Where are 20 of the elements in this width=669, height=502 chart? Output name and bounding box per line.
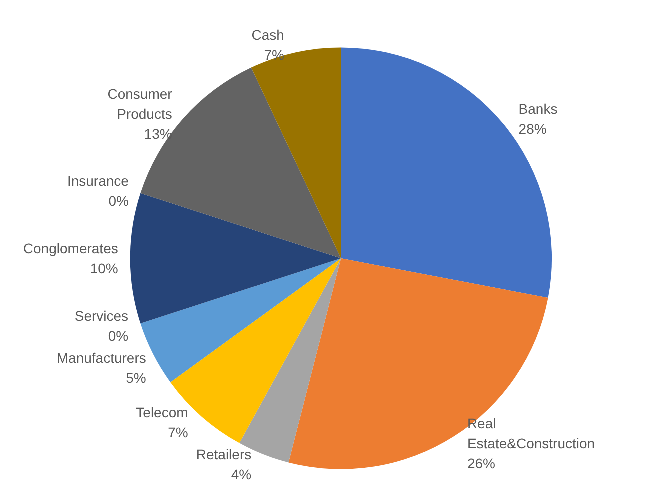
data-label: 7%: [168, 424, 188, 441]
data-label: 10%: [90, 260, 118, 277]
data-label: 4%: [231, 466, 252, 483]
data-label: 7%: [264, 46, 284, 63]
slice-label: Consumer Products: [108, 86, 173, 122]
data-label: 13%: [144, 126, 172, 142]
text: 0%: [108, 328, 129, 344]
slice-label: Banks: [518, 101, 558, 118]
slice-label: Conglomerates: [23, 240, 118, 257]
data-label: 26%: [467, 455, 496, 472]
category-label: Services: [74, 308, 129, 324]
category-label: Insurance: [67, 172, 129, 189]
slice-label: Retailers: [196, 446, 252, 463]
slice-label: Real Estate&Construction: [467, 415, 596, 452]
slice-label: Telecom: [136, 404, 188, 421]
data-label: 28%: [518, 121, 547, 138]
slice-label: Manufacturers: [56, 350, 146, 366]
text: 0%: [108, 192, 129, 209]
data-label: 5%: [126, 370, 146, 386]
slice-label: Cash: [252, 26, 284, 43]
